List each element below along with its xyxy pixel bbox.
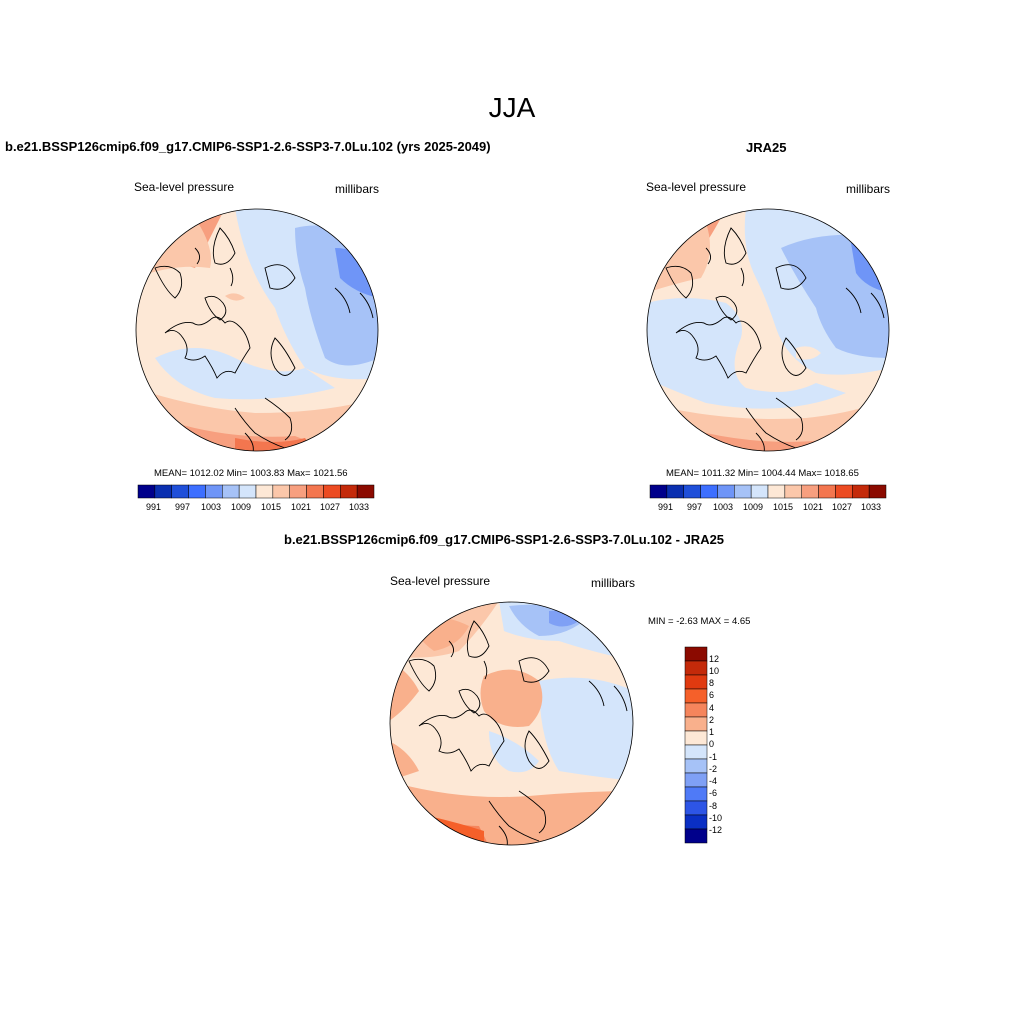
colorbar-swatch: [649, 484, 668, 499]
panel2-colorbar-ticks: 991 997 1003 1009 1015 1021 1027 1033: [650, 502, 886, 514]
colorbar-swatch: [684, 688, 708, 704]
colorbar-swatch: [171, 484, 189, 499]
panel2-tick: 1009: [743, 502, 764, 512]
colorbar-swatch: [222, 484, 240, 499]
panel2-tick: 991: [658, 502, 674, 512]
colorbar-swatch: [137, 484, 156, 499]
colorbar-swatch: [801, 484, 819, 499]
colorbar-swatch: [306, 484, 324, 499]
panel2-tick: 1015: [773, 502, 794, 512]
panel1-tick: 1015: [261, 502, 282, 512]
colorbar-swatch: [750, 484, 769, 499]
panel3-tick: 2: [709, 715, 715, 725]
colorbar-swatch: [684, 646, 708, 662]
panel3-tick: -4: [709, 776, 718, 786]
colorbar-swatch: [684, 674, 708, 690]
colorbar-swatch: [852, 484, 870, 499]
colorbar-swatch: [684, 660, 708, 676]
colorbar-swatch: [205, 484, 223, 499]
panel2-tick: 1021: [803, 502, 824, 512]
panel2-units-label: millibars: [846, 182, 891, 196]
panel3-tick: -6: [709, 788, 718, 798]
panel2-tick: 1027: [832, 502, 853, 512]
panel3-tick: 6: [709, 690, 715, 700]
colorbar-swatch: [684, 744, 708, 760]
figure-title: JJA: [488, 92, 536, 123]
panel3-tick: 0: [709, 739, 715, 749]
panel3-tick: 8: [709, 678, 715, 688]
colorbar-swatch: [666, 484, 684, 499]
panel1-colorbar: [137, 484, 375, 499]
panel3-polar-map: [389, 601, 634, 846]
colorbar-swatch: [767, 484, 786, 499]
panel1-tick: 1027: [320, 502, 341, 512]
panel1-colorbar-ticks: 991 997 1003 1009 1015 1021 1027 1033: [138, 502, 374, 514]
panel1-tick: 1009: [231, 502, 252, 512]
panel3-tick: 12: [709, 654, 720, 664]
colorbar-swatch: [356, 484, 375, 499]
panel1-variable-label: Sea-level pressure: [134, 180, 235, 194]
panel3-tick: -8: [709, 801, 718, 811]
colorbar-swatch: [238, 484, 257, 499]
panel1-tick: 1021: [291, 502, 312, 512]
panel3-units-label: millibars: [591, 576, 636, 590]
colorbar-swatch: [340, 484, 358, 499]
panel3-stats: MIN = -2.63 MAX = 4.65: [648, 616, 751, 627]
colorbar-swatch: [684, 786, 708, 802]
panel3-tick: -12: [709, 825, 723, 835]
colorbar-swatch: [255, 484, 274, 499]
colorbar-swatch: [684, 716, 708, 732]
colorbar-swatch: [684, 730, 708, 746]
colorbar-swatch: [868, 484, 887, 499]
panel3-tick: 1: [709, 727, 715, 737]
panel3-tick: -2: [709, 764, 718, 774]
panel2-colorbar: [649, 484, 887, 499]
panel1-stats: MEAN= 1012.02 Min= 1003.83 Max= 1021.56: [154, 468, 348, 479]
colorbar-swatch: [684, 758, 708, 774]
colorbar-swatch: [188, 484, 206, 499]
panel2-tick: 997: [687, 502, 703, 512]
panel2-stats: MEAN= 1011.32 Min= 1004.44 Max= 1018.65: [666, 468, 859, 479]
colorbar-swatch: [289, 484, 307, 499]
panel2-tick: 1033: [861, 502, 882, 512]
colorbar-swatch: [684, 800, 708, 816]
colorbar-swatch: [684, 814, 708, 830]
panel3-tick: 10: [709, 666, 720, 676]
colorbar-swatch: [734, 484, 752, 499]
panel1-tick: 1033: [349, 502, 370, 512]
panel1-tick: 991: [146, 502, 162, 512]
panel1-tick: 997: [175, 502, 191, 512]
panel2-title: JRA25: [746, 140, 787, 155]
panel2-polar-map: [646, 208, 890, 452]
colorbar-swatch: [272, 484, 290, 499]
panel3-title: b.e21.BSSP126cmip6.f09_g17.CMIP6-SSP1-2.…: [284, 532, 725, 547]
colorbar-swatch: [700, 484, 718, 499]
panel3-tick: -1: [709, 752, 718, 762]
panel1-tick: 1003: [201, 502, 222, 512]
panel3-tick: 4: [709, 703, 715, 713]
panel3-colorbar-ticks: 12 10 8 6 4 2 1 0 -1 -2 -4 -6 -8 -10 -12: [709, 647, 749, 847]
colorbar-swatch: [323, 484, 341, 499]
panel1-title: b.e21.BSSP126cmip6.f09_g17.CMIP6-SSP1-2.…: [5, 139, 491, 154]
panel3-variable-label: Sea-level pressure: [390, 574, 491, 588]
colorbar-swatch: [684, 702, 708, 718]
colorbar-swatch: [818, 484, 836, 499]
panel2-variable-label: Sea-level pressure: [646, 180, 747, 194]
colorbar-swatch: [684, 772, 708, 788]
panel1-polar-map: [135, 208, 379, 452]
colorbar-swatch: [154, 484, 172, 499]
colorbar-swatch: [784, 484, 802, 499]
panel3-colorbar: [684, 646, 708, 844]
panel3-tick: -10: [709, 813, 723, 823]
colorbar-swatch: [684, 828, 708, 844]
panel2-tick: 1003: [713, 502, 734, 512]
colorbar-swatch: [717, 484, 735, 499]
panel1-units-label: millibars: [335, 182, 380, 196]
colorbar-swatch: [683, 484, 701, 499]
colorbar-swatch: [835, 484, 853, 499]
